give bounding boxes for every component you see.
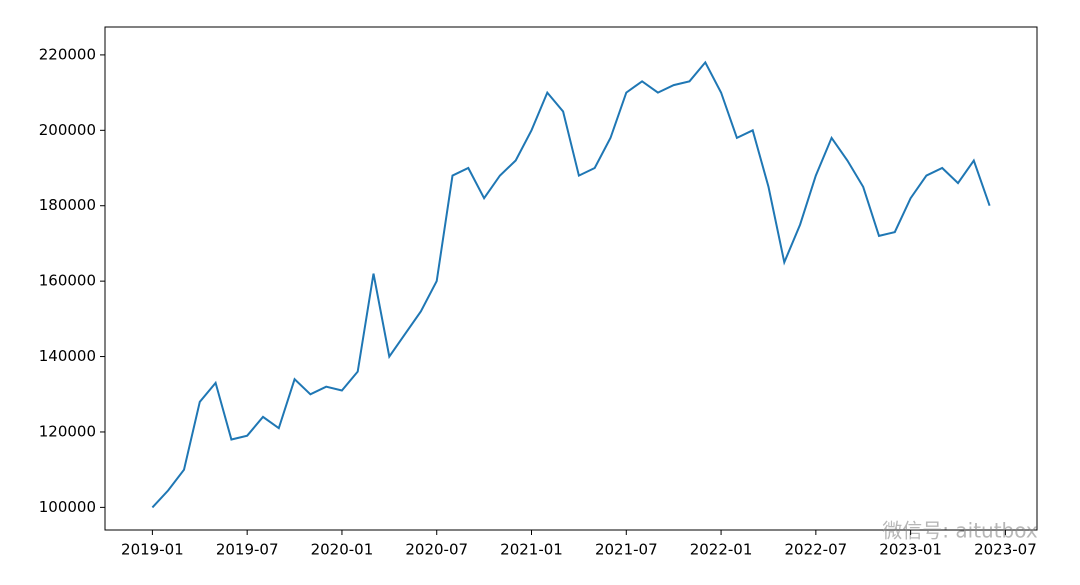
- y-tick-label: 180000: [39, 196, 96, 214]
- x-tick-label: 2020-07: [405, 541, 468, 559]
- line-series: [151, 60, 991, 509]
- x-tick-label: 2021-01: [500, 541, 563, 559]
- x-tick-label: 2023-01: [879, 541, 942, 559]
- x-tick-label: 2021-07: [595, 541, 658, 559]
- y-tick-label: 100000: [39, 498, 96, 516]
- plot-frame: [104, 26, 1038, 531]
- x-tick-label: 2019-01: [121, 541, 184, 559]
- x-tick-label: 2022-07: [785, 541, 848, 559]
- y-tick-label: 120000: [39, 422, 96, 440]
- y-tick-label: 160000: [39, 272, 96, 290]
- y-tick-label: 200000: [39, 121, 96, 139]
- x-tick-label: 2023-07: [974, 541, 1037, 559]
- watermark: 微信号: aitutbox: [882, 519, 1038, 543]
- x-tick-label: 2020-01: [311, 541, 374, 559]
- x-tick-label: 2022-01: [690, 541, 753, 559]
- x-tick-label: 2019-07: [216, 541, 279, 559]
- y-tick-label: 140000: [39, 347, 96, 365]
- y-tick-label: 220000: [39, 45, 96, 63]
